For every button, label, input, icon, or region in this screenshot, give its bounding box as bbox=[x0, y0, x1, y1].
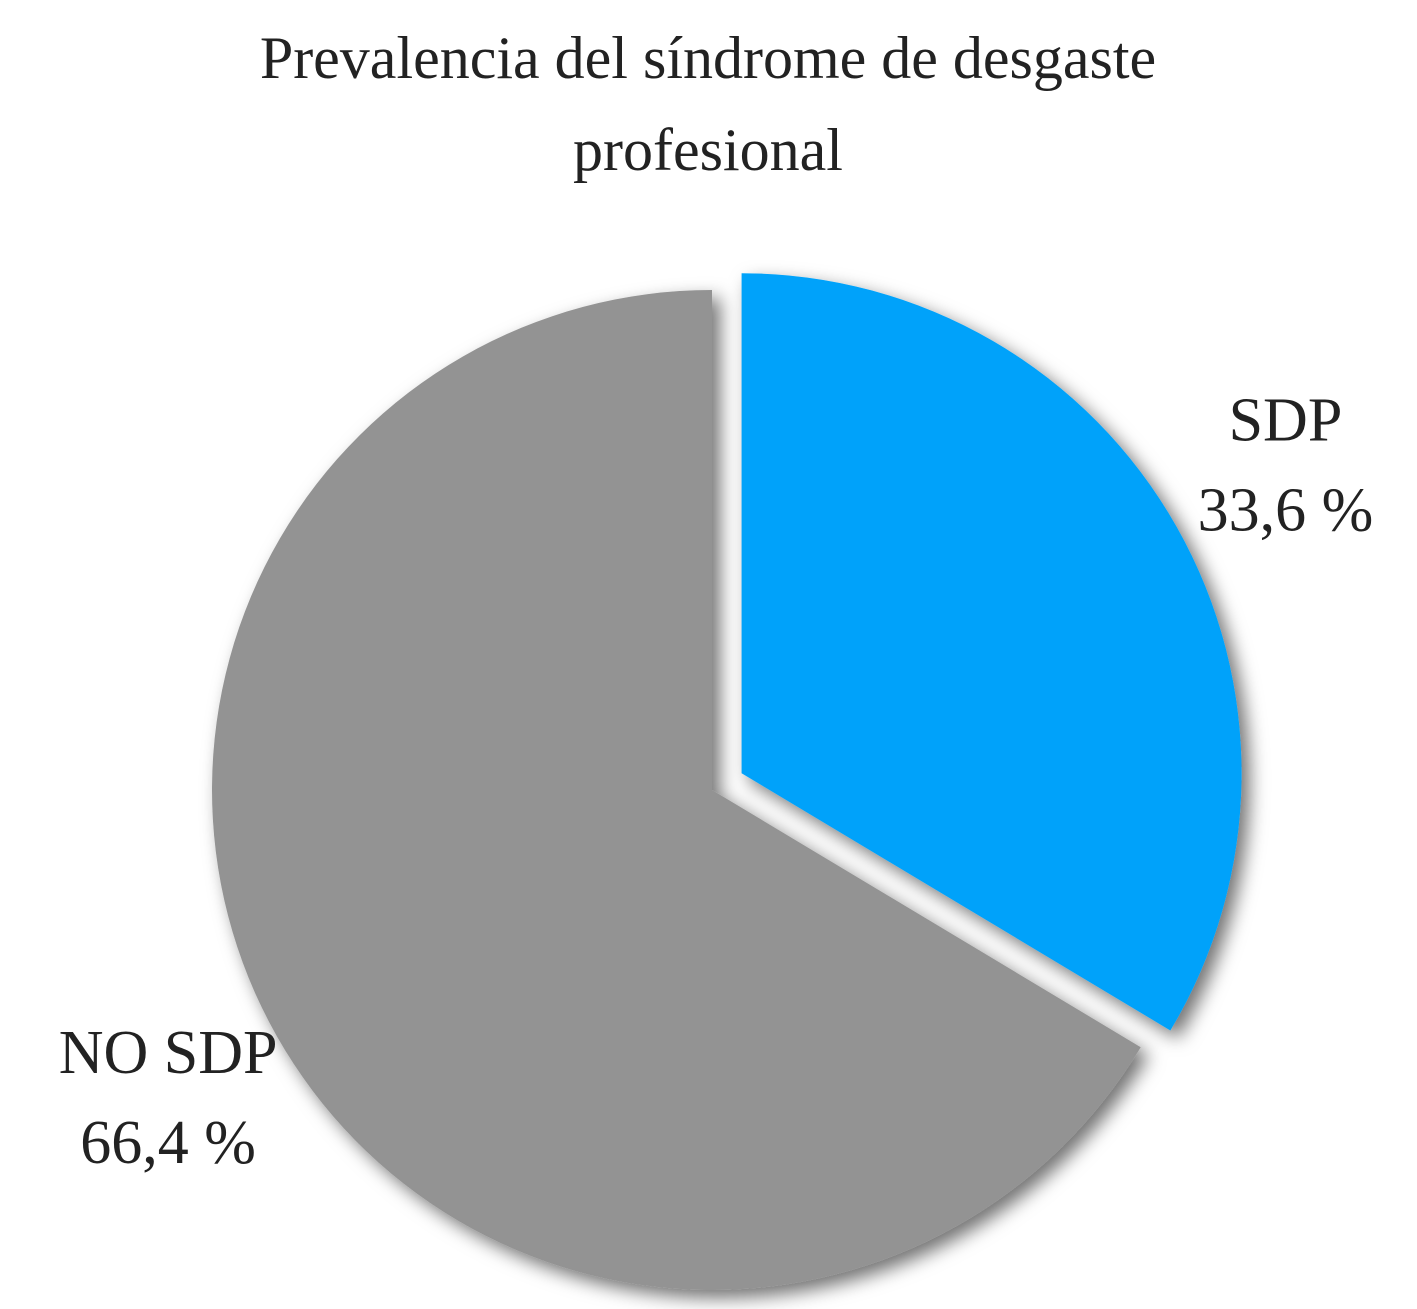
value-label: 33,6 % bbox=[1198, 476, 1374, 544]
chart-title: Prevalencia del síndrome de desgaste pro… bbox=[259, 25, 1157, 183]
slice-label: NO SDP bbox=[59, 1019, 278, 1087]
pie-slice bbox=[212, 290, 1141, 1290]
pie-slice bbox=[741, 273, 1242, 1031]
value-label: 66,4 % bbox=[80, 1109, 256, 1177]
pie bbox=[212, 273, 1242, 1290]
slice-label: SDP bbox=[1229, 386, 1343, 454]
